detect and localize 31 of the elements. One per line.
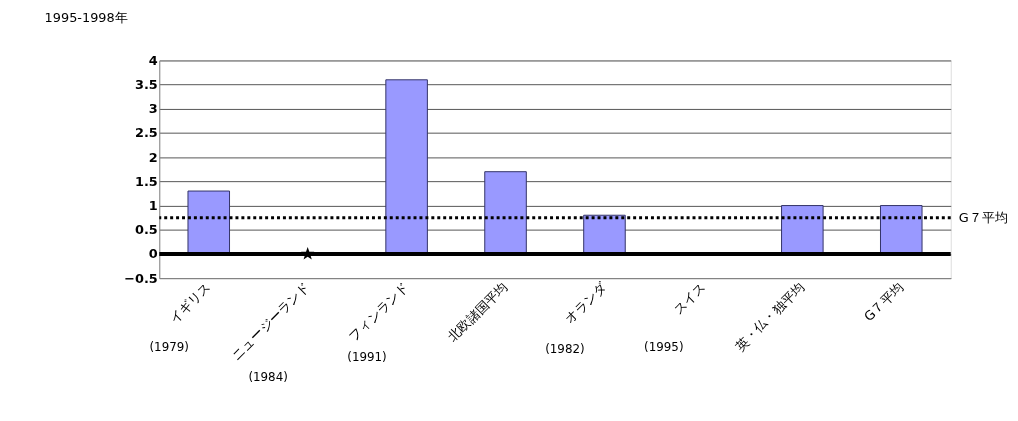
y-tick-label: 2.5 bbox=[135, 125, 158, 141]
bar bbox=[385, 79, 428, 255]
x-tick-label: 北欧諸国平均 bbox=[444, 278, 511, 345]
text: (1979) bbox=[149, 340, 189, 355]
x-tick-label: 英・仏・独平均 bbox=[732, 278, 808, 354]
bar bbox=[484, 171, 527, 255]
y-tick-label: 0.5 bbox=[135, 222, 158, 238]
y-tick-label: −0.5 bbox=[124, 270, 158, 286]
y-tick-label: 3 bbox=[148, 101, 158, 117]
text: (1982) bbox=[545, 342, 585, 357]
x-tick-label: フィンランド bbox=[345, 278, 412, 345]
x-tick-label: オランダ bbox=[562, 278, 611, 327]
bar bbox=[879, 205, 923, 255]
x-tick-label: スイス bbox=[670, 278, 709, 318]
text: (1984) bbox=[248, 369, 288, 384]
y-tick-label: 1.5 bbox=[135, 173, 158, 189]
x-tick-label: G７平均 bbox=[860, 278, 907, 325]
y-tick-label: 0 bbox=[148, 246, 158, 262]
text: (1995) bbox=[644, 340, 684, 355]
bar bbox=[583, 214, 626, 255]
ref-line-label: G７平均 bbox=[958, 209, 1008, 225]
y-tick-label: 3.5 bbox=[135, 77, 158, 93]
y-tick-label: 4 bbox=[148, 52, 158, 68]
text: (1991) bbox=[347, 350, 387, 365]
y-tick-label: 2 bbox=[148, 149, 158, 165]
y-tick-label: 1 bbox=[148, 198, 158, 213]
bar bbox=[187, 190, 231, 255]
x-tick-label: ニュージーランド bbox=[228, 278, 313, 363]
chart-title: 1995-1998年 bbox=[44, 9, 128, 25]
x-tick-label: イギリス bbox=[166, 278, 214, 327]
bar bbox=[781, 205, 824, 255]
